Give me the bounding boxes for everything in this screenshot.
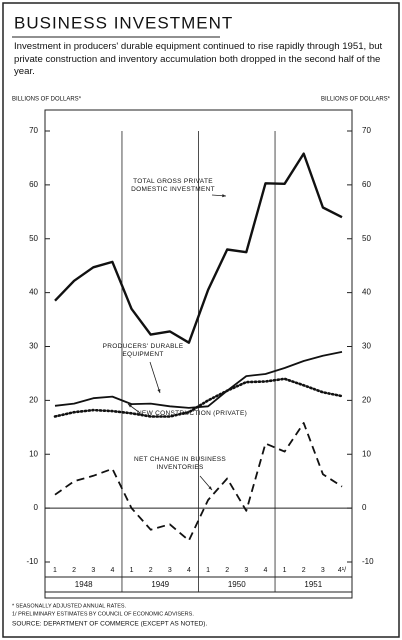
y-tick-label: -10	[26, 557, 38, 566]
annotation-arrowhead	[222, 194, 226, 198]
x-tick-label: 4¹/	[338, 567, 346, 574]
x-tick-label: 4	[110, 567, 114, 574]
y-tick-label: 40	[29, 288, 38, 297]
x-tick-label: 4	[187, 567, 191, 574]
y2-tick-label: 0	[362, 503, 367, 512]
y2-tick-label: 50	[362, 234, 371, 243]
x-tick-label: 1	[206, 567, 210, 574]
chart-subtitle: Investment in producers' durable equipme…	[14, 41, 383, 77]
footnote: 1/ PRELIMINARY ESTIMATES BY COUNCIL OF E…	[12, 611, 194, 617]
series-annotation-box: TOTAL GROSS PRIVATE DOMESTIC INVESTMENT	[131, 178, 215, 193]
annotation-arrowhead	[157, 389, 161, 393]
annotation-arrowhead	[208, 486, 212, 490]
y-tick-label: 60	[29, 180, 38, 189]
y2-tick-label: 40	[362, 288, 371, 297]
y2-tick-label: 30	[362, 342, 371, 351]
year-label: 1950	[228, 580, 246, 589]
y2-tick-label: 10	[362, 449, 371, 458]
y2-tick-label: 60	[362, 180, 371, 189]
year-label: 1948	[75, 580, 93, 589]
y2-axis-label: BILLIONS OF DOLLARS*	[321, 97, 391, 103]
series-annotation: NET CHANGE IN BUSINESS INVENTORIES	[133, 456, 227, 471]
x-tick-label: 1	[283, 567, 287, 574]
y-tick-label: 10	[29, 449, 38, 458]
y2-tick-label: -10	[362, 557, 374, 566]
footnote: * SEASONALLY ADJUSTED ANNUAL RATES.	[12, 603, 127, 609]
y2-tick-label: 70	[362, 126, 371, 135]
chart-title: BUSINESS INVESTMENT	[14, 13, 233, 32]
series-annotation-box: PRODUCERS' DURABLE EQUIPMENT	[102, 343, 184, 358]
x-tick-label: 2	[72, 567, 76, 574]
y2-tick-label: 20	[362, 395, 371, 404]
year-label: 1951	[304, 580, 322, 589]
subtitle-box: Investment in producers' durable equipme…	[14, 41, 383, 77]
series-line	[54, 422, 343, 542]
series-annotation-box: NEW CONSTRUCTION (PRIVATE)	[136, 410, 248, 417]
annotation-arrowhead	[128, 404, 132, 408]
y-tick-label: 0	[34, 503, 39, 512]
y-tick-label: 20	[29, 395, 38, 404]
x-tick-label: 1	[130, 567, 134, 574]
series-annotation-box: NET CHANGE IN BUSINESS INVENTORIES	[133, 456, 227, 471]
x-tick-label: 2	[225, 567, 229, 574]
x-tick-label: 4	[264, 567, 268, 574]
footnote: SOURCE: DEPARTMENT OF COMMERCE (EXCEPT A…	[12, 621, 207, 628]
x-tick-label: 2	[302, 567, 306, 574]
series-annotation: PRODUCERS' DURABLE EQUIPMENT	[102, 343, 184, 358]
annotation-arrow	[149, 361, 161, 394]
x-tick-label: 2	[149, 567, 153, 574]
y-axis-label: BILLIONS OF DOLLARS*	[12, 97, 82, 103]
x-tick-label: 3	[91, 567, 95, 574]
series-line	[53, 377, 344, 418]
x-tick-label: 3	[168, 567, 172, 574]
y-tick-label: 70	[29, 126, 38, 135]
series-annotation: NEW CONSTRUCTION (PRIVATE)	[136, 410, 248, 417]
series-annotation: TOTAL GROSS PRIVATE DOMESTIC INVESTMENT	[131, 178, 215, 193]
year-label: 1949	[151, 580, 169, 589]
y-tick-label: 50	[29, 234, 38, 243]
plot-frame	[44, 109, 353, 599]
x-tick-label: 3	[244, 567, 248, 574]
x-tick-label: 3	[321, 567, 325, 574]
x-tick-label: 1	[53, 567, 57, 574]
y-tick-label: 30	[29, 342, 38, 351]
series-line	[54, 152, 343, 344]
